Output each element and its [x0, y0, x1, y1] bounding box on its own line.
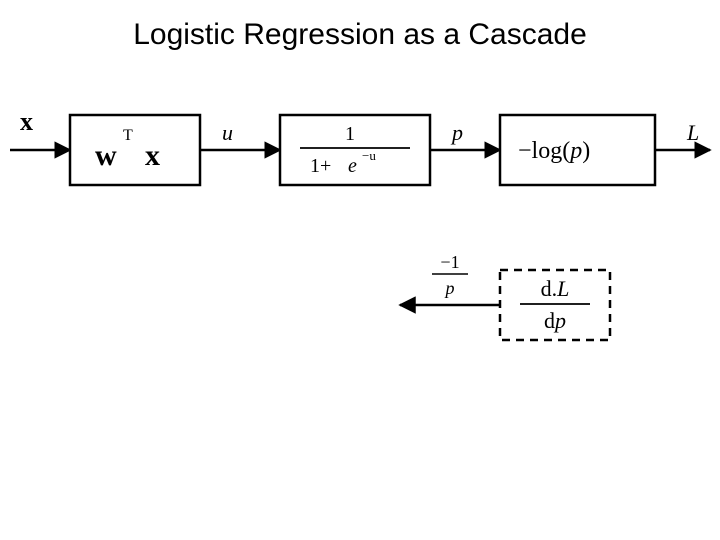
box-logloss-content: −log(p)	[518, 138, 590, 164]
diagram-canvas: x u p L w T x 1 1+ e −u −log(p) d.L dp −…	[0, 0, 720, 540]
label-p: p	[450, 120, 463, 145]
svg-text:T: T	[123, 127, 133, 144]
svg-text:dp: dp	[544, 308, 566, 333]
svg-text:1: 1	[345, 123, 355, 145]
label-x: x	[20, 107, 33, 136]
label-grad-value: −1 p	[432, 252, 468, 298]
svg-text:w: w	[95, 139, 117, 172]
label-u: u	[222, 120, 233, 145]
svg-text:1+: 1+	[310, 155, 331, 177]
svg-text:d.L: d.L	[541, 276, 570, 301]
svg-text:−1: −1	[440, 252, 459, 272]
svg-text:−log(p): −log(p)	[518, 138, 590, 164]
svg-text:x: x	[145, 139, 160, 172]
svg-text:−u: −u	[362, 148, 376, 163]
box-linear	[70, 115, 200, 185]
label-L: L	[686, 120, 699, 145]
svg-text:p: p	[444, 278, 455, 298]
svg-text:e: e	[348, 155, 357, 177]
